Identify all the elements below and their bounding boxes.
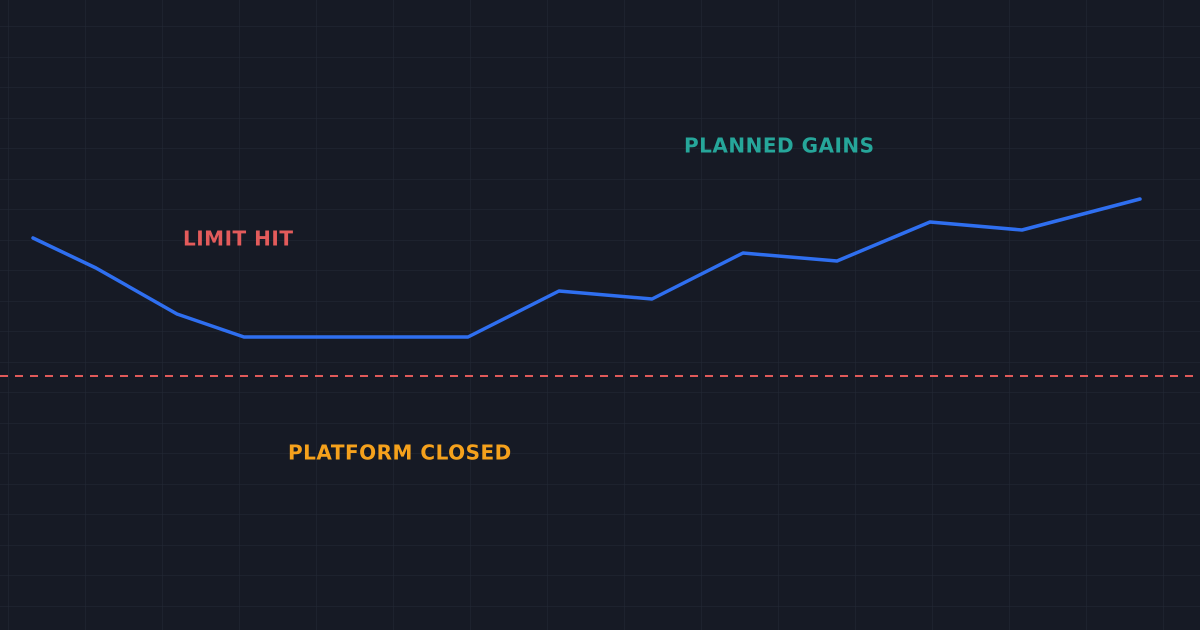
annotation: LIMIT HIT — [183, 227, 293, 251]
annotation: PLATFORM CLOSED — [288, 441, 512, 465]
annotation: PLANNED GAINS — [684, 134, 875, 158]
line — [31, 197, 1142, 339]
